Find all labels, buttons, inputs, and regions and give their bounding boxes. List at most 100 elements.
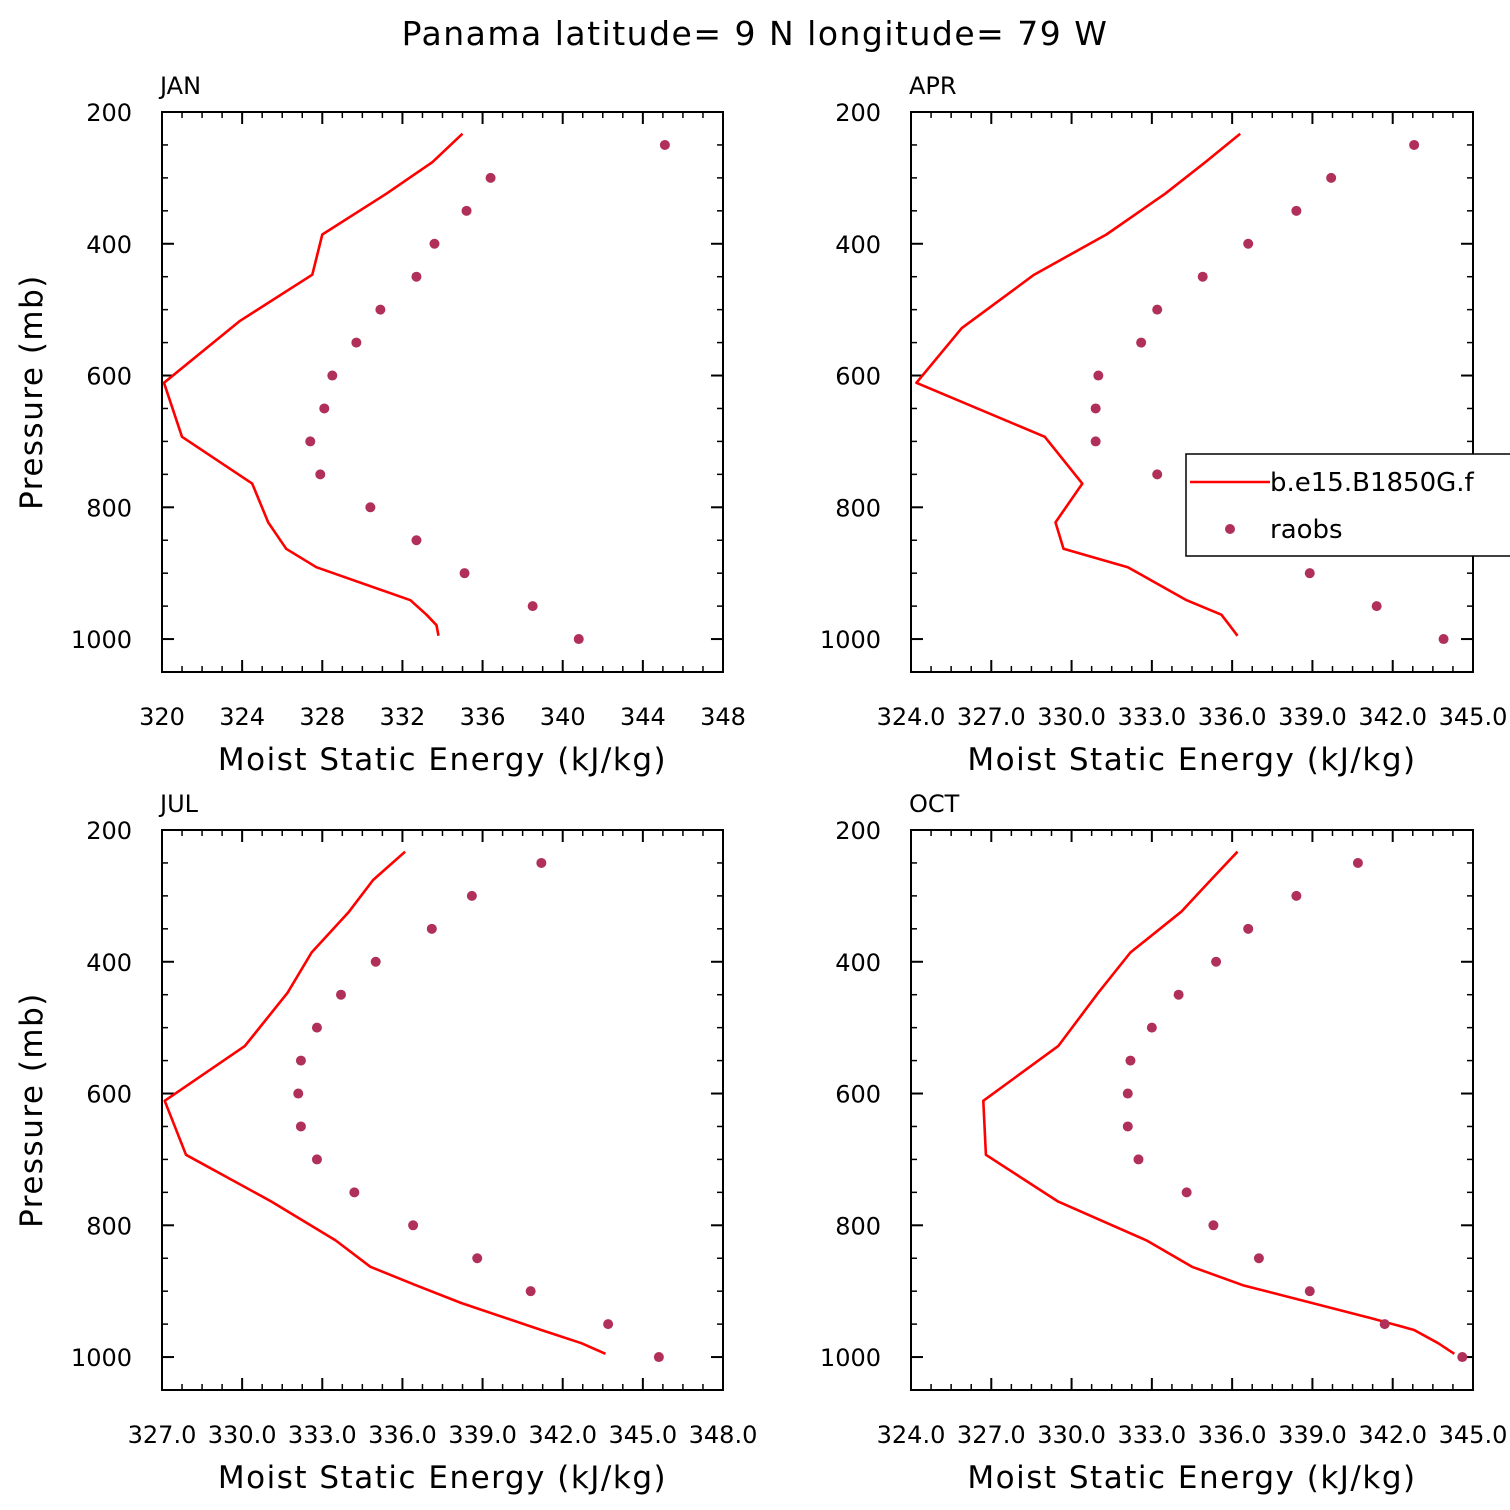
raobs-point bbox=[1304, 1286, 1315, 1297]
y-tick-label: 200 bbox=[835, 817, 881, 845]
model-series-line bbox=[163, 850, 607, 1355]
y-tick-label: 1000 bbox=[71, 1344, 132, 1372]
figure-title: Panama latitude= 9 N longitude= 79 W bbox=[402, 14, 1109, 53]
x-tick-label: 333.0 bbox=[288, 1421, 357, 1449]
raobs-point bbox=[1352, 857, 1363, 868]
raobs-point bbox=[573, 634, 584, 645]
plot-area bbox=[981, 850, 1468, 1363]
raobs-point bbox=[365, 502, 376, 513]
y-tick-label: 200 bbox=[86, 817, 132, 845]
raobs-point bbox=[311, 1154, 322, 1165]
x-tick-label: 330.0 bbox=[1037, 703, 1106, 731]
x-tick-label: 327.0 bbox=[957, 703, 1026, 731]
y-tick-label: 600 bbox=[86, 1081, 132, 1109]
y-tick-label: 1000 bbox=[820, 1344, 881, 1372]
raobs-point bbox=[1379, 1319, 1390, 1330]
raobs-point bbox=[1304, 568, 1315, 579]
plot-area bbox=[915, 132, 1449, 645]
raobs-point bbox=[1173, 989, 1184, 1000]
x-tick-label: 328 bbox=[299, 703, 345, 731]
panels: 320 324 328 332 336 340 344 348 200 400 600 800 1000… bbox=[14, 72, 1510, 1496]
x-tick-label: 330.0 bbox=[208, 1421, 277, 1449]
raobs-point bbox=[319, 403, 330, 414]
legend: b.e15.B1850G.f raobs bbox=[1185, 453, 1510, 557]
y-tick-label: 800 bbox=[835, 494, 881, 522]
raobs-point bbox=[1090, 436, 1101, 447]
raobs-point bbox=[1136, 337, 1147, 348]
raobs-point bbox=[1133, 1154, 1144, 1165]
legend-obs-label: raobs bbox=[1270, 515, 1343, 545]
raobs-point bbox=[335, 989, 346, 1000]
raobs-point bbox=[315, 469, 326, 480]
panel-apr: 324.0 327.0 330.0 333.0 336.0 339.0 342.0 345.0… bbox=[820, 72, 1510, 778]
y-tick-label: 1000 bbox=[820, 626, 881, 654]
raobs-point bbox=[411, 271, 422, 282]
raobs-point bbox=[375, 304, 386, 315]
legend-model-label: b.e15.B1850G.f bbox=[1270, 468, 1475, 498]
plot-area bbox=[162, 132, 670, 645]
y-tick-label: 1000 bbox=[71, 626, 132, 654]
panel-title: OCT bbox=[909, 790, 960, 818]
raobs-point bbox=[1122, 1088, 1133, 1099]
raobs-point bbox=[485, 172, 496, 183]
raobs-point bbox=[1146, 1022, 1157, 1033]
panel-title: APR bbox=[909, 72, 957, 100]
x-tick-label: 333.0 bbox=[1117, 1421, 1186, 1449]
x-tick-label: 340 bbox=[540, 703, 586, 731]
y-tick-label: 800 bbox=[86, 1212, 132, 1240]
plot-frame bbox=[161, 111, 724, 673]
x-tick-label: 336.0 bbox=[1198, 703, 1267, 731]
x-tick-label: 333.0 bbox=[1117, 703, 1186, 731]
raobs-point bbox=[459, 568, 470, 579]
y-tick-label: 400 bbox=[835, 231, 881, 259]
x-axis-label: Moist Static Energy (kJ/kg) bbox=[218, 1460, 667, 1496]
x-axis-label: Moist Static Energy (kJ/kg) bbox=[967, 1460, 1416, 1496]
raobs-point bbox=[1291, 890, 1302, 901]
x-tick-label: 327.0 bbox=[957, 1421, 1026, 1449]
raobs-point bbox=[1326, 172, 1337, 183]
legend-box bbox=[1185, 453, 1510, 557]
x-tick-label: 342.0 bbox=[1358, 1421, 1427, 1449]
raobs-point bbox=[408, 1220, 419, 1231]
x-tick-label: 344 bbox=[620, 703, 666, 731]
panel-title: JAN bbox=[158, 72, 201, 100]
x-tick-label: 324 bbox=[219, 703, 265, 731]
x-tick-label: 324.0 bbox=[877, 1421, 946, 1449]
raobs-point bbox=[370, 956, 381, 967]
raobs-point bbox=[426, 923, 437, 934]
x-tick-label: 327.0 bbox=[128, 1421, 197, 1449]
x-tick-label: 348.0 bbox=[689, 1421, 758, 1449]
raobs-point bbox=[1122, 1121, 1133, 1132]
model-series-line bbox=[981, 850, 1456, 1355]
plot-frame bbox=[161, 829, 724, 1391]
raobs-point bbox=[1253, 1253, 1264, 1264]
raobs-point bbox=[305, 436, 316, 447]
raobs-point bbox=[1181, 1187, 1192, 1198]
y-tick-label: 600 bbox=[835, 363, 881, 391]
y-tick-label: 800 bbox=[86, 494, 132, 522]
raobs-point bbox=[293, 1088, 304, 1099]
x-tick-label: 342.0 bbox=[528, 1421, 597, 1449]
raobs-point bbox=[603, 1319, 614, 1330]
panel-jan: 320 324 328 332 336 340 344 348 200 400 600 800 1000… bbox=[14, 72, 746, 778]
x-tick-label: 324.0 bbox=[877, 703, 946, 731]
raobs-point bbox=[525, 1286, 536, 1297]
x-tick-label: 345.0 bbox=[608, 1421, 677, 1449]
plot-frame bbox=[910, 829, 1474, 1391]
raobs-point bbox=[295, 1055, 306, 1066]
raobs-point bbox=[1197, 271, 1208, 282]
raobs-point bbox=[349, 1187, 360, 1198]
raobs-point bbox=[295, 1121, 306, 1132]
raobs-point bbox=[1125, 1055, 1136, 1066]
raobs-point bbox=[1409, 139, 1420, 150]
x-tick-label: 345.0 bbox=[1439, 703, 1508, 731]
y-tick-label: 400 bbox=[86, 949, 132, 977]
y-tick-label: 200 bbox=[835, 99, 881, 127]
raobs-point bbox=[1291, 205, 1302, 216]
panel-title: JUL bbox=[158, 790, 199, 818]
x-tick-label: 320 bbox=[139, 703, 185, 731]
raobs-point bbox=[311, 1022, 322, 1033]
x-tick-label: 348 bbox=[700, 703, 746, 731]
x-tick-label: 339.0 bbox=[448, 1421, 517, 1449]
x-tick-label: 332 bbox=[380, 703, 426, 731]
